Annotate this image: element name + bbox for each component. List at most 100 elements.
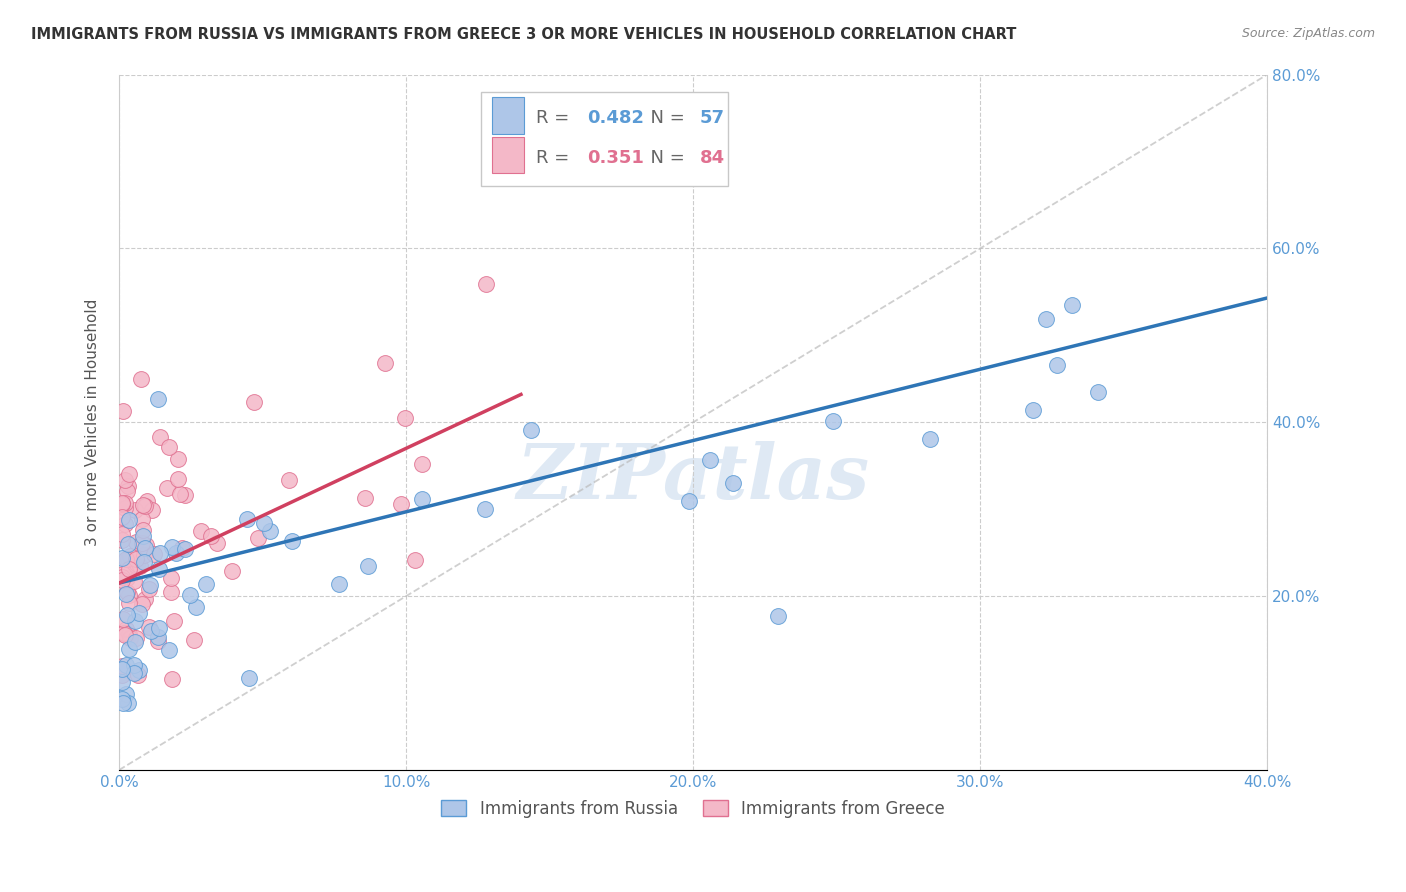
Point (111, 692, 134, 706)
Point (111, 497, 134, 511)
Point (111, 668, 134, 682)
Point (167, 472, 190, 486)
FancyBboxPatch shape (492, 97, 524, 134)
Point (394, 411, 416, 425)
Point (157, 642, 180, 657)
Point (118, 632, 141, 646)
Point (114, 496, 136, 510)
Point (357, 559, 380, 574)
FancyBboxPatch shape (492, 137, 524, 173)
Point (520, 423, 543, 437)
Point (117, 596, 139, 610)
Point (135, 538, 157, 552)
Point (146, 392, 169, 406)
Point (149, 546, 172, 560)
Point (118, 642, 141, 657)
Point (678, 494, 700, 508)
Point (114, 473, 136, 487)
Point (127, 667, 149, 681)
Point (115, 687, 138, 701)
Point (128, 558, 150, 573)
Point (172, 541, 194, 556)
Point (141, 502, 163, 516)
Point (112, 697, 135, 711)
Point (132, 555, 155, 569)
Text: IMMIGRANTS FROM RUSSIA VS IMMIGRANTS FROM GREECE 3 OR MORE VEHICLES IN HOUSEHOLD: IMMIGRANTS FROM RUSSIA VS IMMIGRANTS FRO… (31, 27, 1017, 42)
Point (118, 562, 141, 576)
Point (131, 597, 153, 611)
Point (111, 567, 134, 582)
Point (1045, 359, 1067, 373)
Point (221, 564, 243, 578)
Point (1087, 385, 1109, 400)
Point (115, 608, 138, 623)
Point (766, 608, 789, 623)
Text: 84: 84 (700, 149, 725, 167)
Point (114, 517, 136, 532)
Point (120, 549, 142, 563)
Point (128, 663, 150, 677)
Point (411, 492, 433, 507)
Point (117, 537, 139, 551)
Point (389, 497, 412, 511)
Point (411, 458, 433, 472)
Point (111, 526, 134, 541)
Text: 0.482: 0.482 (588, 110, 644, 128)
Point (124, 631, 146, 645)
Point (125, 552, 148, 566)
Point (146, 634, 169, 648)
Point (247, 531, 270, 545)
Point (115, 571, 138, 585)
Point (823, 414, 845, 428)
Point (117, 467, 139, 482)
Text: ZIPatlas: ZIPatlas (516, 441, 870, 515)
Text: R =: R = (536, 149, 575, 167)
Point (131, 536, 153, 550)
Point (328, 577, 350, 591)
Point (117, 513, 139, 527)
Text: N =: N = (640, 110, 690, 128)
Text: N =: N = (640, 149, 690, 167)
Point (174, 542, 197, 557)
Point (142, 547, 165, 561)
Point (163, 614, 186, 628)
Point (238, 672, 260, 686)
Point (111, 573, 134, 587)
Point (277, 473, 299, 487)
Point (114, 628, 136, 642)
Point (134, 500, 156, 514)
Point (117, 479, 139, 493)
Point (1060, 298, 1083, 312)
Point (122, 666, 145, 681)
Point (160, 672, 183, 686)
Point (138, 620, 160, 634)
Point (184, 600, 207, 615)
Text: R =: R = (536, 110, 575, 128)
Point (111, 551, 134, 566)
Point (131, 512, 153, 526)
Point (114, 500, 136, 515)
Point (134, 591, 156, 606)
Point (132, 548, 155, 562)
Y-axis label: 3 or more Vehicles in Household: 3 or more Vehicles in Household (86, 299, 100, 546)
Point (1022, 402, 1045, 417)
Point (699, 452, 721, 467)
Point (160, 585, 183, 599)
Point (111, 509, 134, 524)
Point (115, 658, 138, 673)
FancyBboxPatch shape (481, 92, 728, 186)
Point (160, 571, 183, 585)
Point (139, 624, 162, 638)
Point (111, 533, 134, 547)
Point (132, 529, 155, 543)
Point (253, 516, 276, 531)
Point (475, 277, 498, 291)
Point (111, 658, 134, 673)
Point (148, 561, 170, 575)
Legend: Immigrants from Russia, Immigrants from Greece: Immigrants from Russia, Immigrants from … (434, 793, 952, 824)
Point (374, 356, 396, 370)
Point (148, 621, 170, 635)
Point (179, 588, 201, 602)
Point (160, 540, 183, 554)
Point (129, 372, 152, 386)
